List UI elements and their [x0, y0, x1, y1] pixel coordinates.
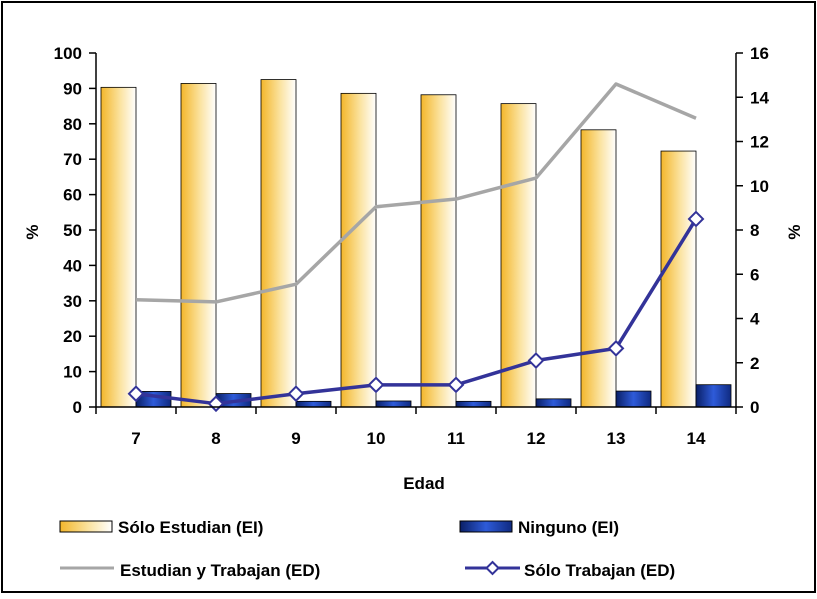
bar-ninguno-9 — [295, 400, 332, 408]
legend-label-solo-estudian: Sólo Estudian (EI) — [118, 518, 263, 537]
marker-solo-trabajan-9 — [287, 385, 305, 403]
bar-solo-estudian-10 — [340, 92, 377, 408]
marker-solo-trabajan-10 — [367, 376, 385, 394]
bar-ninguno-14 — [695, 384, 732, 408]
y-left-tick-label-80: 80 — [63, 115, 82, 134]
legend-label-ninguno: Ninguno (EI) — [518, 518, 619, 537]
legend-swatch-ninguno — [459, 520, 513, 533]
x-tick-label-10: 10 — [367, 429, 386, 448]
bar-solo-estudian-8 — [180, 83, 217, 408]
y-left-tick-label-20: 20 — [63, 327, 82, 346]
line-solo-trabajan — [135, 218, 698, 406]
legend: Sólo Estudian (EI) Ninguno (EI) Estudian… — [59, 518, 675, 580]
y-left-tick-label-40: 40 — [63, 256, 82, 275]
y-right-tick-label-14: 14 — [750, 88, 769, 107]
marker-solo-trabajan-14 — [687, 210, 705, 228]
x-axis-label: Edad — [403, 474, 445, 493]
y-right-tick-label-16: 16 — [750, 44, 769, 63]
y-left-tick-label-90: 90 — [63, 79, 82, 98]
y-right-tick-label-6: 6 — [750, 265, 759, 284]
y-right-tick-label-4: 4 — [750, 310, 760, 329]
marker-solo-trabajan-7 — [127, 385, 145, 403]
line-estudian-y-trabajan — [135, 82, 697, 304]
legend-item-ninguno: Ninguno (EI) — [459, 518, 619, 537]
y-axis-left-label: % — [23, 224, 42, 239]
marker-solo-trabajan-11 — [447, 376, 465, 394]
x-tick-label-14: 14 — [687, 429, 706, 448]
y-right-tick-label-0: 0 — [750, 398, 759, 417]
y-right-tick-label-8: 8 — [750, 221, 759, 240]
bar-solo-estudian-7 — [100, 86, 137, 408]
bar-ninguno-11 — [455, 400, 492, 408]
axes: 0 10 20 30 40 50 60 70 80 90 100 0 2 4 6 8 10 12 14 16 7 8 9 10… — [54, 44, 770, 448]
bar-ninguno-10 — [375, 400, 412, 408]
y-axis-right-label: % — [785, 224, 804, 239]
legend-item-solo-estudian: Sólo Estudian (EI) — [59, 518, 263, 537]
x-tick-label-13: 13 — [607, 429, 626, 448]
x-tick-label-9: 9 — [291, 429, 300, 448]
y-right-tick-label-12: 12 — [750, 133, 769, 152]
legend-item-solo-trabajan: Sólo Trabajan (ED) — [465, 560, 675, 580]
x-tick-label-11: 11 — [447, 429, 465, 448]
bar-ninguno-12 — [535, 398, 572, 408]
y-left-tick-label-100: 100 — [54, 44, 82, 63]
marker-solo-trabajan-12 — [527, 352, 545, 369]
x-tick-label-8: 8 — [211, 429, 220, 448]
legend-swatch-solo-estudian — [59, 520, 113, 533]
bar-ninguno-13 — [615, 390, 652, 408]
y-left-tick-label-10: 10 — [63, 363, 82, 382]
y-left-tick-label-70: 70 — [63, 150, 82, 169]
y-left-tick-label-30: 30 — [63, 292, 82, 311]
legend-label-estudian-y-trabajan: Estudian y Trabajan (ED) — [120, 561, 320, 580]
y-right-tick-label-10: 10 — [750, 177, 769, 196]
x-tick-label-12: 12 — [527, 429, 546, 448]
bar-solo-estudian-13 — [580, 129, 617, 408]
series-lines — [127, 82, 705, 413]
bar-solo-estudian-9 — [260, 79, 297, 408]
bar-solo-estudian-14 — [660, 150, 697, 408]
legend-label-solo-trabajan: Sólo Trabajan (ED) — [524, 561, 675, 580]
bars-solo-estudian — [100, 79, 697, 408]
bar-solo-estudian-11 — [420, 94, 457, 408]
marker-solo-trabajan-13 — [607, 339, 625, 357]
legend-item-estudian-y-trabajan: Estudian y Trabajan (ED) — [60, 561, 320, 580]
y-left-tick-label-0: 0 — [73, 398, 82, 417]
x-tick-label-7: 7 — [131, 429, 140, 448]
legend-marker-solo-trabajan — [485, 560, 500, 576]
y-left-tick-label-60: 60 — [63, 186, 82, 205]
y-left-tick-label-50: 50 — [63, 221, 82, 240]
y-right-tick-label-2: 2 — [750, 354, 759, 373]
